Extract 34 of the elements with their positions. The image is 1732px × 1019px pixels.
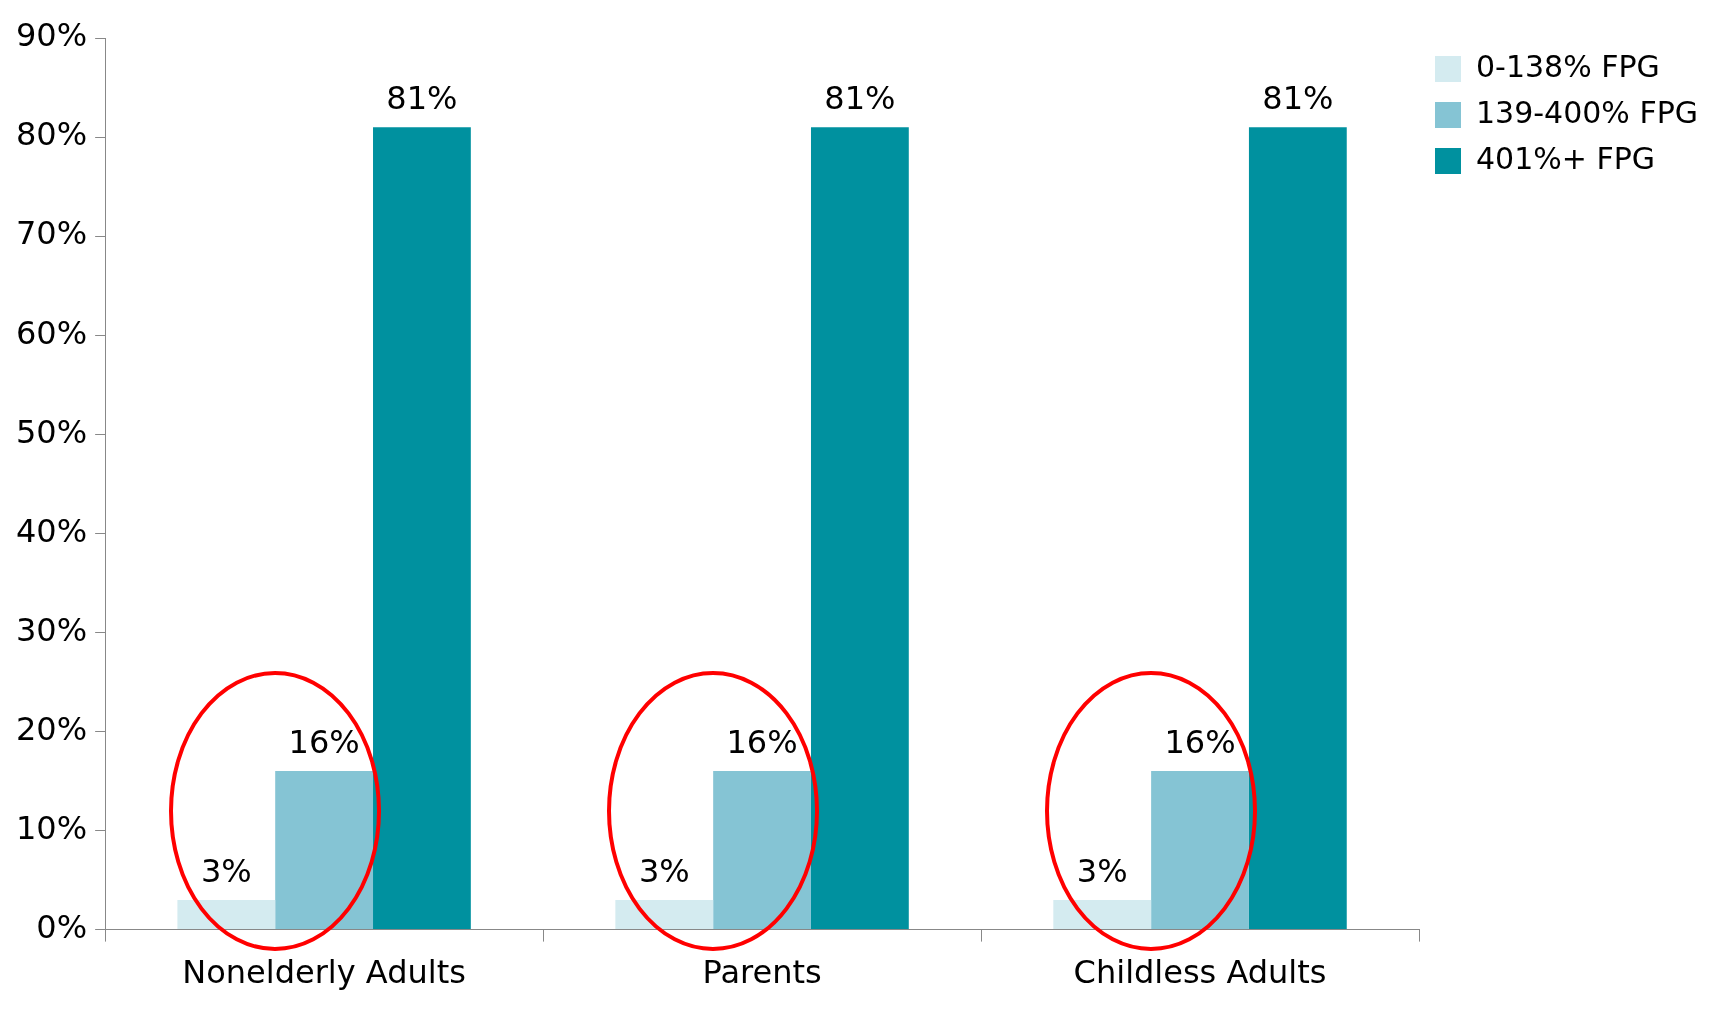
x-tick-label: Childless Adults — [1073, 953, 1327, 992]
bar — [373, 127, 471, 930]
bar — [1248, 127, 1347, 930]
data-label: 16% — [726, 723, 798, 762]
data-label: 81% — [824, 79, 896, 118]
y-tick-label: 0% — [36, 907, 88, 946]
legend-label: 0-138% FPG — [1476, 48, 1660, 84]
y-tick-label: 20% — [16, 709, 88, 748]
bar — [810, 127, 909, 930]
data-label: 16% — [1164, 723, 1236, 762]
legend-label: 401%+ FPG — [1476, 140, 1656, 176]
bar — [1151, 771, 1249, 930]
bar — [177, 899, 276, 930]
bar — [713, 771, 811, 930]
y-tick-label: 80% — [16, 115, 88, 154]
data-label: 81% — [386, 79, 458, 118]
data-label: 81% — [1262, 79, 1334, 118]
data-label: 16% — [288, 723, 360, 762]
y-tick-label: 70% — [16, 214, 88, 253]
x-tick-label: Nonelderly Adults — [182, 953, 466, 992]
bar — [1053, 899, 1152, 930]
data-label: 3% — [638, 852, 690, 891]
y-tick-label: 90% — [16, 16, 88, 55]
y-tick-label: 30% — [16, 610, 88, 649]
x-tick-label: Parents — [702, 953, 822, 992]
y-tick-label: 40% — [16, 511, 88, 550]
data-label: 3% — [1076, 852, 1128, 891]
legend-label: 139-400% FPG — [1476, 94, 1698, 130]
bar — [275, 771, 374, 930]
y-tick-label: 50% — [16, 412, 88, 451]
y-tick-label: 10% — [16, 808, 88, 847]
data-label: 3% — [200, 852, 252, 891]
y-tick-label: 60% — [16, 313, 88, 352]
bar — [615, 899, 714, 930]
